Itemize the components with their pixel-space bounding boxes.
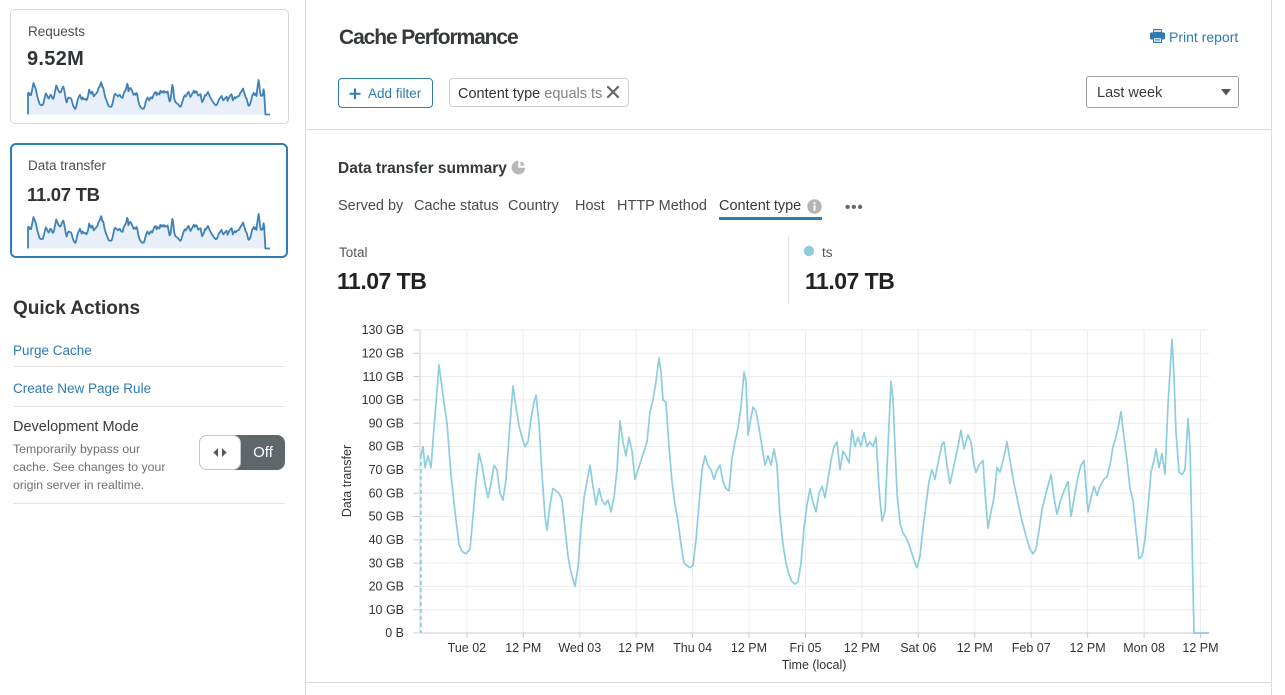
svg-text:12 PM: 12 PM — [731, 641, 767, 655]
svg-text:70 GB: 70 GB — [369, 463, 404, 477]
svg-text:Time (local): Time (local) — [782, 658, 847, 672]
svg-text:30 GB: 30 GB — [369, 556, 404, 570]
svg-text:0 B: 0 B — [385, 626, 404, 640]
svg-text:12 PM: 12 PM — [618, 641, 654, 655]
svg-text:Wed 03: Wed 03 — [558, 641, 601, 655]
svg-text:120 GB: 120 GB — [362, 347, 404, 361]
svg-text:12 PM: 12 PM — [1182, 641, 1218, 655]
svg-text:60 GB: 60 GB — [369, 486, 404, 500]
svg-text:110 GB: 110 GB — [363, 370, 404, 384]
svg-text:Sat 06: Sat 06 — [900, 641, 936, 655]
svg-text:40 GB: 40 GB — [369, 533, 404, 547]
svg-text:Data transfer: Data transfer — [340, 445, 354, 517]
svg-text:20 GB: 20 GB — [369, 580, 404, 594]
svg-text:130 GB: 130 GB — [362, 323, 404, 337]
svg-text:50 GB: 50 GB — [369, 510, 404, 524]
svg-text:12 PM: 12 PM — [1070, 641, 1106, 655]
svg-text:Mon 08: Mon 08 — [1123, 641, 1165, 655]
svg-text:Thu 04: Thu 04 — [673, 641, 712, 655]
svg-text:Fri 05: Fri 05 — [790, 641, 822, 655]
svg-text:Tue 02: Tue 02 — [448, 641, 487, 655]
svg-text:12 PM: 12 PM — [957, 641, 993, 655]
svg-text:90 GB: 90 GB — [369, 416, 404, 430]
svg-text:Feb 07: Feb 07 — [1012, 641, 1051, 655]
svg-text:12 PM: 12 PM — [844, 641, 880, 655]
svg-text:10 GB: 10 GB — [369, 603, 404, 617]
svg-text:80 GB: 80 GB — [369, 440, 404, 454]
svg-text:100 GB: 100 GB — [362, 393, 404, 407]
svg-text:12 PM: 12 PM — [505, 641, 541, 655]
